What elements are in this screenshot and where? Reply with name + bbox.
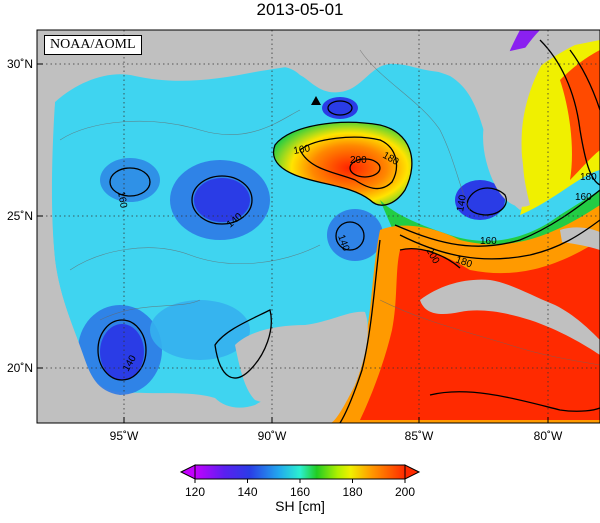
colorbar-tick-label: 180 — [342, 485, 362, 499]
colorbar-tick-label: 120 — [185, 485, 205, 499]
contour-se-140 — [335, 221, 365, 251]
colorbar-low-arrow — [179, 464, 196, 480]
bahamas — [560, 227, 600, 250]
florida — [470, 40, 560, 207]
contour-180-long — [339, 239, 381, 423]
contour-label: 160 — [480, 236, 497, 247]
cuba — [420, 279, 600, 355]
low-eddy-south — [150, 300, 250, 360]
low-eddy-central-core — [194, 178, 250, 222]
low-eddy-west-core — [100, 324, 144, 380]
colorbar-tick-label: 200 — [395, 485, 415, 499]
contour-florida-200 — [569, 49, 600, 111]
contour-label: 200 — [350, 155, 367, 166]
contour-thin-2 — [69, 244, 321, 271]
contour-florida-180 — [539, 39, 600, 186]
low-eddy-shelf — [455, 180, 505, 220]
station-marker — [311, 96, 321, 105]
mexico-south — [120, 394, 300, 423]
contour-thin-4 — [359, 49, 471, 211]
contour-thin-1 — [59, 109, 301, 141]
colorbar-tick-label: 140 — [237, 485, 257, 499]
contour-label: 180 — [580, 172, 597, 183]
contour-thin-5 — [379, 299, 600, 366]
lat-label-20: 20˚N — [7, 361, 33, 375]
contour-caribbean — [429, 391, 600, 412]
us-coast — [37, 30, 520, 102]
contour-160-long — [394, 189, 600, 247]
contour-nw-160 — [109, 167, 151, 197]
contour-thin-3 — [99, 299, 201, 321]
colorbar-tick-label: 160 — [290, 485, 310, 499]
florida-current-red — [560, 50, 600, 180]
loop-current — [273, 122, 412, 206]
contour-shelf-140 — [466, 187, 507, 216]
lon-label-85: 85˚W — [405, 429, 434, 443]
contour-loop-outer — [272, 121, 413, 206]
low-eddy-se — [327, 209, 383, 261]
contour-label: 160 — [575, 192, 592, 203]
contour-north — [327, 100, 353, 116]
contour-200 — [399, 248, 461, 269]
lat-label-25: 25˚N — [7, 209, 33, 223]
colorbar-gradient — [194, 464, 406, 480]
contour-180-gulf — [399, 219, 600, 260]
contour-loop-core — [349, 158, 381, 178]
colorbar: 120 140 160 180 200 — [179, 464, 421, 499]
lat-label-30: 30˚N — [7, 57, 33, 71]
mexico-west — [37, 102, 120, 423]
contour-label: 140 — [455, 194, 469, 213]
caribbean-hot — [360, 240, 600, 420]
contour-label: 160 — [293, 143, 312, 157]
contour-south-160 — [214, 309, 272, 379]
contour-label: 160 — [115, 191, 129, 210]
contour-loop-mid — [299, 136, 398, 190]
lon-label-80: 80˚W — [534, 429, 563, 443]
colorbar-unit-label: SH [cm] — [275, 498, 325, 514]
map-title: 2013-05-01 — [256, 0, 344, 19]
credit-label: NOAA/AOML — [44, 35, 142, 55]
lon-label-95: 95˚W — [110, 429, 139, 443]
lon-label-90: 90˚W — [258, 429, 287, 443]
colorbar-high-arrow — [404, 464, 421, 480]
low-eddy-north — [322, 97, 358, 119]
contour-west-140 — [97, 319, 147, 381]
map-frame — [36, 29, 600, 424]
contour-central-140 — [191, 175, 253, 225]
